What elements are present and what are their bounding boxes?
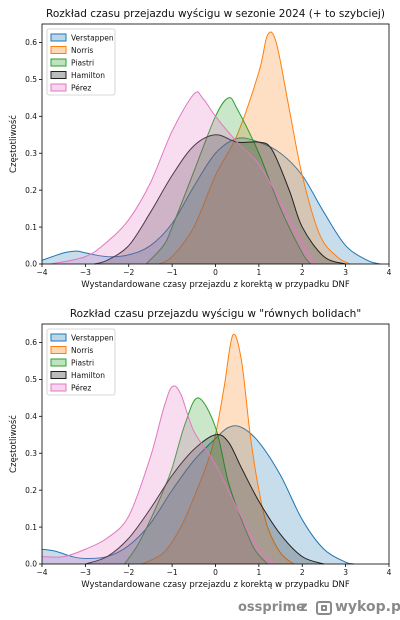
x-axis-label: Wystandardowane czasy przejazdu z korekt… — [81, 580, 350, 590]
watermark-separator: z — [300, 600, 308, 615]
legend-label: Norris — [71, 46, 93, 55]
legend-label: Hamilton — [71, 71, 105, 80]
x-tick-label: −3 — [80, 568, 91, 577]
legend-label: Verstappen — [71, 334, 114, 343]
y-tick-label: 0.4 — [25, 112, 37, 121]
x-tick-label: −3 — [80, 268, 91, 277]
series-area-hamilton — [94, 134, 346, 264]
series-line-verstappen — [41, 137, 381, 265]
legend-swatch — [50, 46, 67, 54]
chart-panel-bottom: Rozkład czasu przejazdu wyścigu w "równy… — [8, 308, 392, 590]
x-tick-label: 1 — [256, 268, 261, 277]
series-line-hamilton — [93, 134, 346, 265]
series-area-piastri — [146, 97, 311, 264]
legend-label: Verstappen — [71, 34, 114, 43]
legend-swatch — [50, 333, 67, 342]
x-tick-label: −1 — [167, 568, 178, 577]
y-tick-label: 0.2 — [25, 486, 37, 495]
series-line-pérez — [50, 91, 316, 265]
y-tick-label: 0.0 — [25, 560, 37, 569]
x-tick-label: 4 — [387, 268, 392, 277]
series-line-pérez — [41, 385, 277, 565]
y-tick-label: 0.6 — [25, 338, 37, 347]
legend-swatch — [50, 358, 67, 367]
series-line-norris — [141, 333, 294, 565]
x-tick-label: 3 — [343, 268, 348, 277]
y-tick-label: 0.4 — [25, 412, 37, 421]
series-area-verstappen — [42, 137, 381, 264]
series-area-hamilton — [85, 434, 324, 564]
legend-swatch — [50, 71, 67, 79]
x-tick-label: 0 — [213, 568, 218, 577]
x-tick-label: −1 — [167, 268, 178, 277]
x-tick-label: 2 — [300, 268, 305, 277]
x-axis-label: Wystandardowane czasy przejazdu z korekt… — [81, 280, 350, 290]
series-line-piastri — [124, 397, 268, 565]
y-tick-label: 0.5 — [25, 375, 37, 384]
legend-label: Pérez — [71, 84, 91, 93]
legend-swatch — [50, 383, 67, 392]
series-area-piastri — [124, 397, 268, 564]
chart-panel-top: Rozkład czasu przejazdu wyścigu w sezoni… — [8, 8, 392, 290]
legend-label: Hamilton — [71, 371, 105, 380]
y-tick-label: 0.1 — [25, 223, 37, 232]
x-tick-label: 0 — [213, 268, 218, 277]
series-area-pérez — [42, 385, 277, 564]
x-tick-label: −4 — [36, 568, 47, 577]
x-tick-label: −4 — [36, 268, 47, 277]
x-tick-label: 1 — [256, 568, 261, 577]
y-tick-label: 0.6 — [25, 38, 37, 47]
watermark: ossprime z wykop.pl — [0, 596, 400, 620]
y-axis-label: Częstotliwość — [8, 115, 19, 173]
legend-swatch — [50, 346, 67, 354]
x-tick-label: −2 — [123, 268, 134, 277]
legend-label: Piastri — [71, 359, 94, 368]
watermark-site: wykop.pl — [335, 599, 400, 615]
x-tick-label: 2 — [300, 568, 305, 577]
legend-label: Pérez — [71, 384, 91, 393]
series-line-piastri — [145, 97, 312, 265]
y-tick-label: 0.1 — [25, 523, 37, 532]
watermark-username: ossprime — [238, 600, 305, 615]
wykop-logo-icon — [316, 601, 332, 615]
y-tick-label: 0.2 — [25, 186, 37, 195]
chart-title: Rozkład czasu przejazdu wyścigu w sezoni… — [46, 8, 385, 20]
series-line-hamilton — [85, 434, 325, 565]
y-tick-label: 0.0 — [25, 260, 37, 269]
x-tick-label: 3 — [343, 568, 348, 577]
y-tick-label: 0.3 — [25, 449, 37, 458]
chart-title: Rozkład czasu przejazdu wyścigu w "równy… — [70, 308, 361, 320]
series-area-norris — [159, 31, 350, 264]
legend-swatch — [50, 33, 67, 42]
series-line-norris — [158, 31, 351, 265]
y-tick-label: 0.3 — [25, 149, 37, 158]
series-area-pérez — [50, 91, 316, 264]
legend-label: Piastri — [71, 59, 94, 68]
y-tick-label: 0.5 — [25, 75, 37, 84]
legend-swatch — [50, 58, 67, 67]
x-tick-label: −2 — [123, 568, 134, 577]
x-tick-label: 4 — [387, 568, 392, 577]
y-axis-label: Częstotliwość — [8, 415, 19, 473]
legend-swatch — [50, 371, 67, 379]
legend-swatch — [50, 83, 67, 92]
legend-label: Norris — [71, 346, 93, 355]
series-area-norris — [141, 334, 294, 564]
